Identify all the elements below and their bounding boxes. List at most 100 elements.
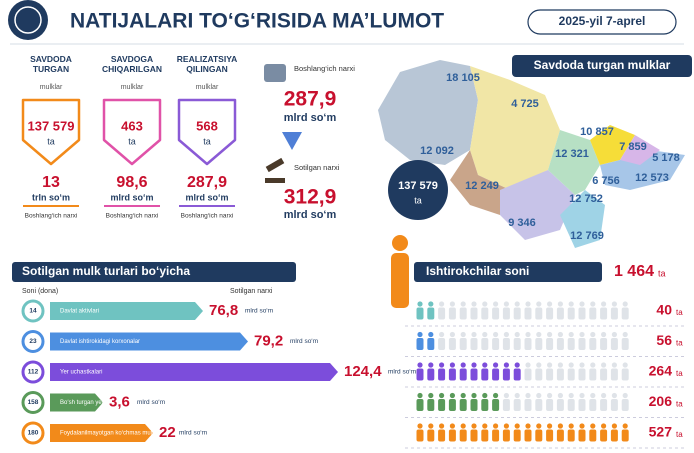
person-icon-body	[492, 307, 500, 320]
person-icon-head	[503, 392, 509, 399]
person-icon-body	[438, 368, 446, 381]
person-icon-head	[471, 362, 477, 368]
person-icon-body	[427, 338, 435, 350]
type-count: 14	[29, 308, 37, 315]
person-icon-body	[524, 399, 532, 411]
person-icon-body	[621, 307, 629, 320]
person-icon-body	[502, 338, 510, 350]
region-value: 12 321	[555, 148, 589, 160]
person-icon-body	[578, 307, 586, 320]
person-icon-head	[503, 301, 509, 307]
person-icon-body	[427, 399, 435, 411]
person-icon-head	[525, 301, 531, 307]
person-icon-head	[482, 301, 488, 307]
person-icon-body	[610, 338, 618, 350]
type-value: 22	[159, 424, 176, 441]
region-value: 18 105	[446, 72, 480, 84]
person-icon-head	[579, 331, 585, 338]
person-icon-body	[578, 399, 586, 411]
type-count: 180	[28, 430, 39, 437]
person-icon-head	[611, 423, 618, 429]
logo-ring	[14, 6, 42, 34]
card-count: 568	[196, 118, 218, 133]
person-icon-head	[460, 423, 466, 429]
person-icon-body	[459, 368, 467, 381]
participant-unit: ta	[676, 308, 683, 317]
person-icon-head	[622, 392, 628, 399]
person-icon-body	[438, 307, 446, 320]
person-icon-body	[578, 429, 586, 442]
region-value: 5 178	[652, 152, 680, 164]
card-count-unit: ta	[47, 136, 55, 146]
region-value: 10 857	[580, 126, 614, 138]
person-icon-head	[428, 392, 434, 399]
person-icon-head	[601, 392, 607, 399]
person-icon-body	[546, 429, 554, 442]
person-icon-body	[481, 368, 489, 381]
region-shape	[590, 125, 635, 165]
person-icon-head	[439, 331, 445, 338]
person-icon-head	[579, 392, 585, 399]
type-label: Bo‘sh turgan yer uchastkalari	[60, 400, 137, 406]
person-icon-head	[568, 301, 574, 307]
person-icon-body	[610, 429, 618, 442]
person-icon-head	[590, 392, 596, 399]
region-shape	[620, 135, 660, 165]
person-icon-body	[416, 368, 424, 381]
person-icon-body	[556, 399, 564, 411]
type-unit: mlrd so‘m	[179, 430, 207, 437]
price-icon	[264, 64, 286, 82]
person-icon-body	[578, 368, 586, 381]
person-icon-head	[493, 392, 499, 399]
person-icon-head	[557, 301, 564, 307]
person-icon-body	[427, 307, 435, 320]
person-icon-body	[524, 338, 532, 350]
person-icon-body	[459, 338, 467, 350]
person-icon-head	[482, 423, 488, 429]
region-value: 12 573	[635, 172, 669, 184]
person-icon-head	[417, 362, 423, 368]
person-icon-head	[428, 301, 434, 307]
person-icon-head	[482, 331, 488, 338]
person-icon-body	[600, 368, 608, 381]
region-value: 7 859	[619, 141, 647, 153]
card-frame	[177, 98, 237, 166]
card-count-unit: ta	[203, 136, 211, 146]
person-icon-head	[482, 392, 488, 399]
person-icon-body	[427, 429, 435, 442]
person-icon-body	[567, 338, 575, 350]
region-value: 12 769	[570, 230, 604, 242]
gavel-icon	[265, 157, 285, 173]
person-icon-body	[448, 429, 456, 442]
person-icon-head	[568, 331, 574, 338]
person-icon-body	[600, 307, 608, 320]
participant-value: 527	[649, 424, 673, 440]
person-icon-head	[439, 362, 445, 368]
person-icon-body	[481, 338, 489, 350]
person-icon-head	[622, 331, 628, 338]
map-total: 137 579	[398, 180, 438, 192]
person-icon-head	[536, 392, 542, 399]
person-icon-body	[492, 399, 500, 411]
person-icon-body	[546, 307, 554, 320]
person-icon-body	[535, 368, 543, 381]
person-icon-body	[578, 338, 586, 350]
card-title: SAVDOGA CHIQARILGAN	[102, 54, 162, 74]
type-bar	[50, 363, 338, 381]
count-circle	[21, 330, 45, 353]
person-icon-head	[622, 423, 628, 429]
participant-value: 264	[649, 363, 673, 379]
person-icon-head	[449, 331, 455, 338]
person-icon-head	[514, 362, 520, 368]
person-icon-head	[417, 331, 423, 338]
participant-value: 40	[656, 302, 672, 318]
person-icon-head	[525, 423, 531, 429]
person-icon-head	[514, 301, 520, 307]
person-icon-body	[416, 338, 424, 350]
person-icon-body	[416, 307, 424, 320]
person-icon-head	[471, 331, 477, 338]
person-icon-head	[611, 362, 618, 368]
person-icon-body	[610, 399, 618, 411]
map-title: Savdoda turgan mulklar	[534, 58, 671, 72]
